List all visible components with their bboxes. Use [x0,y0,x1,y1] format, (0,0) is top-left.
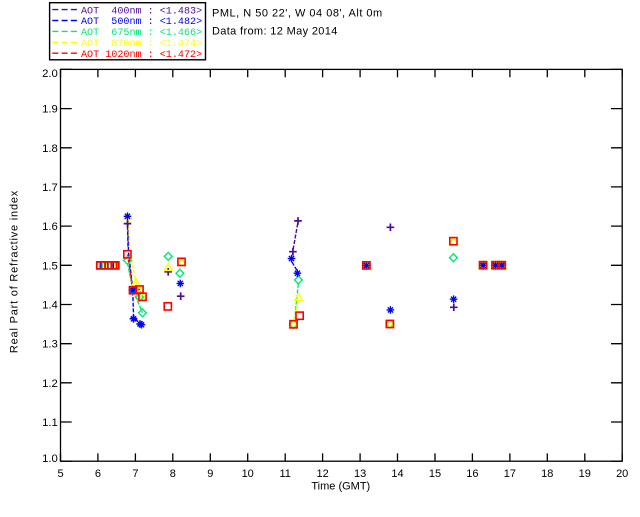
svg-text:12: 12 [316,468,328,480]
svg-text:1.9: 1.9 [42,104,58,116]
svg-text:PML, N 50 22', W 04 08', Alt 0: PML, N 50 22', W 04 08', Alt 0m [212,8,383,20]
svg-text:1.5: 1.5 [42,260,58,272]
svg-text:1.1: 1.1 [42,417,58,429]
svg-text:AOT 500nm : <1.482>: AOT 500nm : <1.482> [81,17,202,28]
svg-text:1.0: 1.0 [42,453,58,465]
svg-text:AOT 870nm : <1.474>: AOT 870nm : <1.474> [81,39,202,50]
svg-text:AOT 675nm : <1.466>: AOT 675nm : <1.466> [81,28,202,39]
svg-text:1.3: 1.3 [42,339,58,351]
svg-text:Time (GMT): Time (GMT) [311,481,370,493]
svg-text:9: 9 [207,468,213,480]
svg-text:16: 16 [466,468,478,480]
svg-text:Data from: 12 May 2014: Data from: 12 May 2014 [212,25,338,37]
svg-text:11: 11 [279,468,290,480]
svg-text:15: 15 [429,468,441,480]
svg-text:19: 19 [579,468,591,480]
svg-text:8: 8 [170,468,176,480]
svg-text:AOT 400nm : <1.483>: AOT 400nm : <1.483> [81,6,202,17]
svg-text:1.4: 1.4 [42,300,58,312]
svg-text:AOT 1020nm : <1.472>: AOT 1020nm : <1.472> [81,50,202,61]
svg-text:6: 6 [95,468,101,480]
svg-text:1.2: 1.2 [42,378,58,390]
svg-text:13: 13 [354,468,366,480]
svg-text:17: 17 [504,468,516,480]
svg-text:Real Part of Refractive index: Real Part of Refractive index [9,190,21,353]
svg-text:1.7: 1.7 [42,182,58,194]
svg-text:5: 5 [57,468,63,480]
svg-text:18: 18 [541,468,553,480]
svg-text:2.0: 2.0 [42,68,58,80]
svg-text:1.6: 1.6 [42,221,58,233]
svg-text:7: 7 [132,468,138,480]
svg-text:14: 14 [391,468,403,480]
svg-text:20: 20 [616,468,628,480]
svg-text:1.8: 1.8 [42,143,58,155]
svg-text:10: 10 [242,468,254,480]
